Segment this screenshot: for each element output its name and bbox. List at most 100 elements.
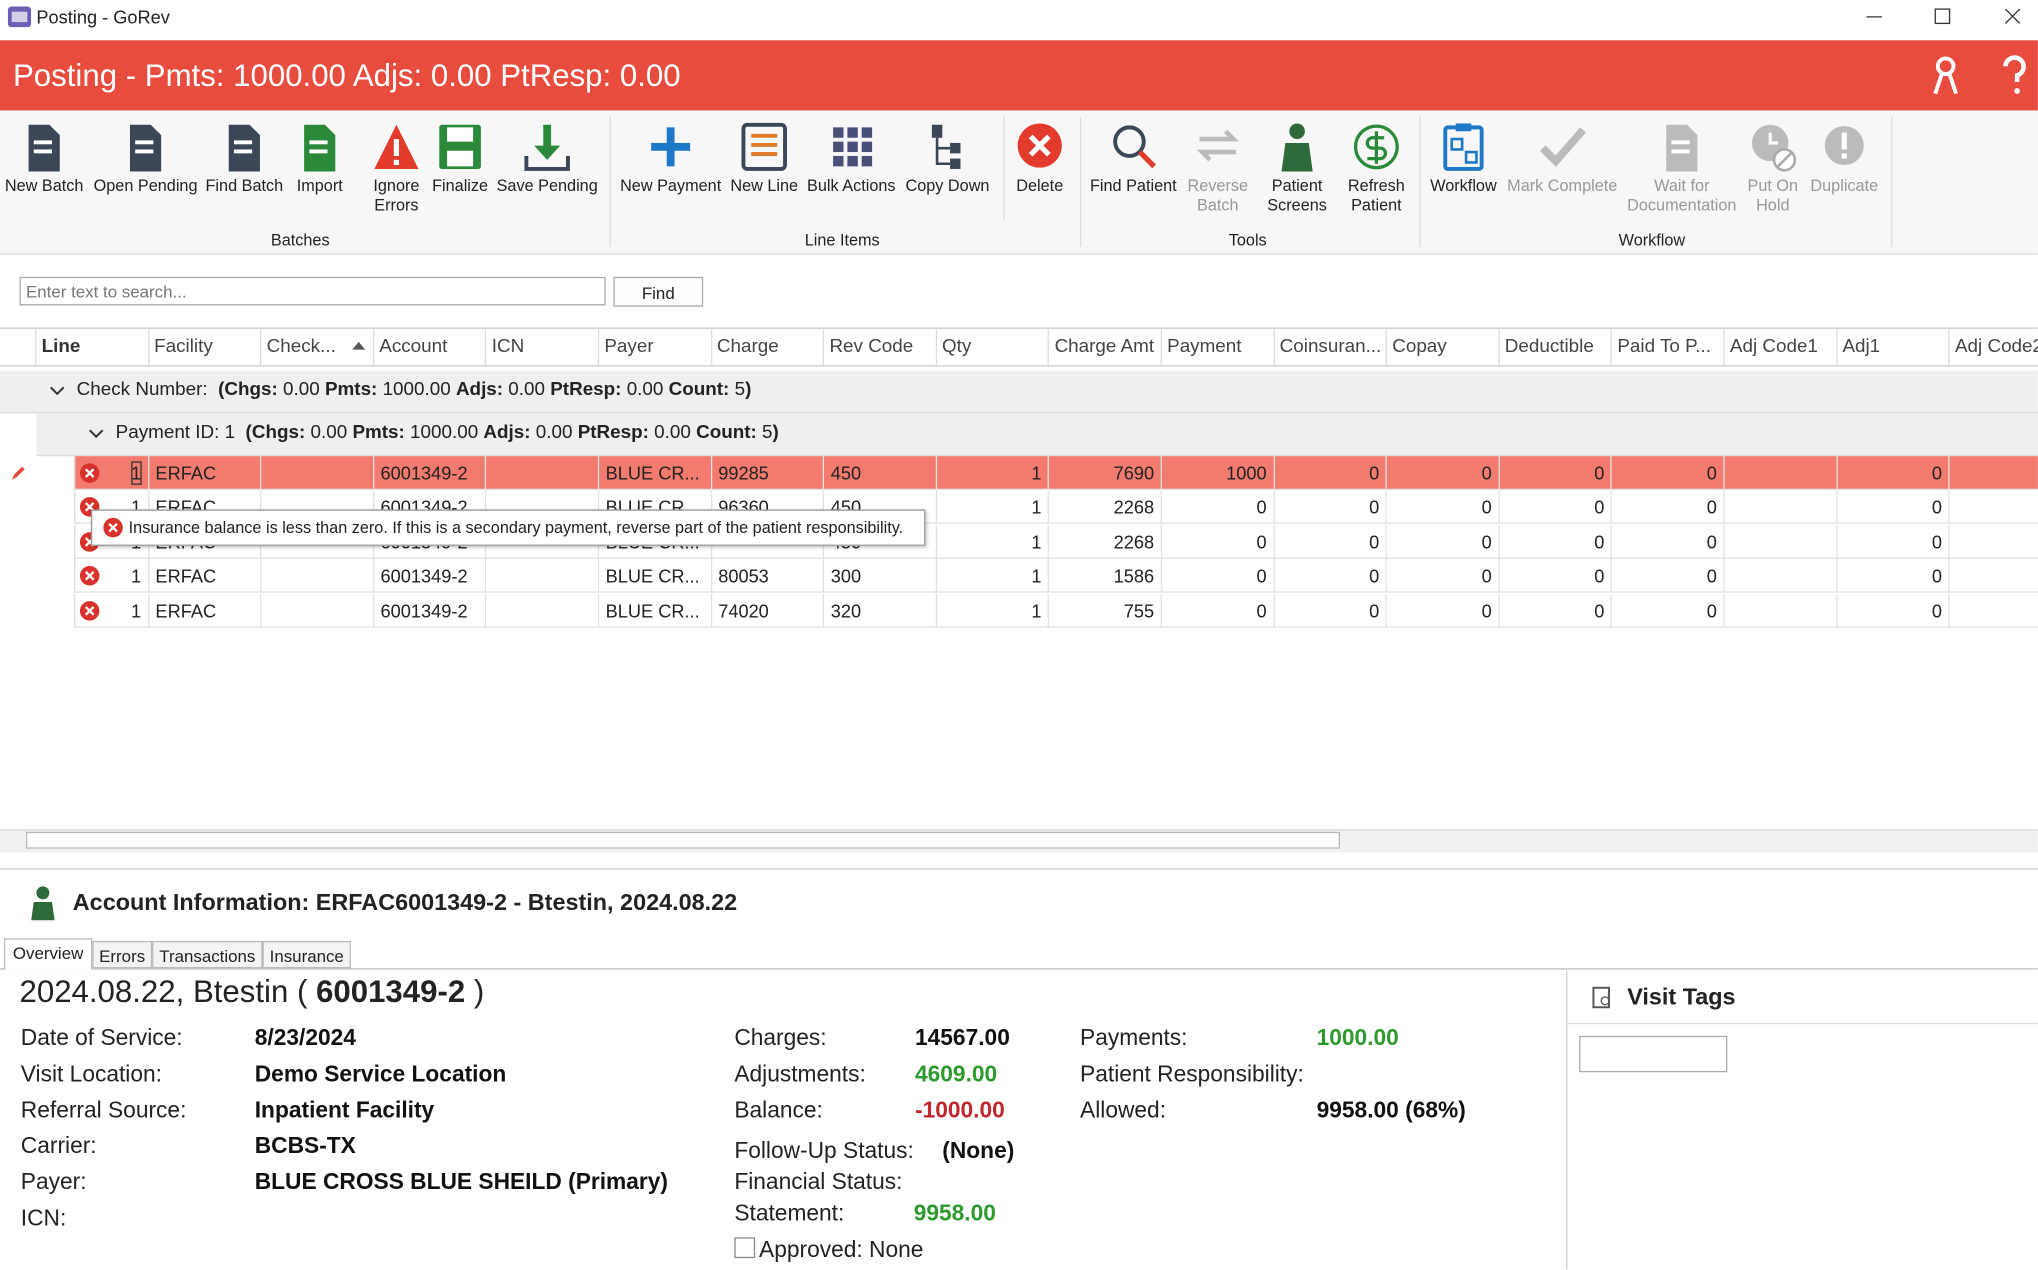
column-header[interactable]: ICN xyxy=(486,327,600,367)
grid-cell[interactable] xyxy=(261,559,375,593)
ribbon-button[interactable]: Duplicate xyxy=(1807,114,1882,231)
grid-cell[interactable]: 0 xyxy=(1161,490,1275,525)
grid-cell[interactable]: 1 xyxy=(74,559,149,593)
grid-cell[interactable]: 0 xyxy=(1499,559,1613,593)
column-header[interactable]: Adj1 xyxy=(1837,327,1950,367)
grid-cell[interactable]: 1 xyxy=(74,456,149,490)
ribbon-button[interactable]: Wait for Documentation xyxy=(1623,114,1740,231)
grid-cell[interactable]: 6001349-2 xyxy=(374,456,487,490)
ribbon-button[interactable]: Bulk Actions xyxy=(805,114,899,231)
expand-chevron[interactable] xyxy=(49,386,65,396)
column-header[interactable]: Qty xyxy=(936,327,1050,367)
visit-tags-input[interactable] xyxy=(1579,1035,1728,1073)
ribbon-button[interactable]: Find Batch xyxy=(203,114,286,231)
row-error-icon[interactable] xyxy=(79,566,100,587)
grid-cell[interactable]: 0 xyxy=(1499,593,1613,628)
column-header[interactable]: Coinsuran... xyxy=(1274,327,1388,367)
row-error-icon[interactable] xyxy=(79,600,100,621)
approved-checkbox[interactable] xyxy=(734,1237,756,1259)
grid-cell[interactable]: 0 xyxy=(1612,456,1725,490)
grid-cell[interactable]: 0 xyxy=(1387,456,1500,490)
ribbon-button[interactable]: Ignore Errors xyxy=(364,114,429,231)
tab[interactable]: Insurance xyxy=(262,940,351,969)
grid-cell[interactable]: 1586 xyxy=(1049,559,1162,593)
grid-cell[interactable]: 74020 xyxy=(711,593,825,628)
grid-cell[interactable] xyxy=(1724,593,1838,628)
grid-cell[interactable] xyxy=(1949,593,2038,628)
grid-cell[interactable]: ERFAC xyxy=(148,559,262,593)
grid-cell[interactable]: 450 xyxy=(824,456,937,490)
grid-cell[interactable]: 0 xyxy=(1387,593,1500,628)
header-icons[interactable] xyxy=(1926,52,2030,99)
ribbon-button[interactable]: Finalize xyxy=(429,114,491,231)
column-header[interactable]: Adj Code2 xyxy=(1949,328,2038,367)
grid-cell[interactable]: 0 xyxy=(1387,559,1500,593)
column-header[interactable]: Paid To P... xyxy=(1612,327,1725,367)
grid-cell[interactable]: 0 xyxy=(1499,490,1613,525)
grid-cell[interactable]: 1000 xyxy=(1161,456,1275,490)
ribbon-button[interactable]: Open Pending xyxy=(94,114,198,231)
grid-cell[interactable]: 0 xyxy=(1274,524,1388,559)
grid-cell[interactable]: 1 xyxy=(936,593,1050,628)
ribbon-button[interactable]: Patient Screens xyxy=(1257,114,1338,231)
grid-cell[interactable] xyxy=(1949,490,2038,525)
column-header[interactable]: Line xyxy=(36,327,149,367)
column-header[interactable]: Check... xyxy=(261,327,375,367)
grid-cell[interactable]: 0 xyxy=(1387,524,1500,559)
column-header[interactable]: Account xyxy=(374,327,487,367)
grid-cell[interactable] xyxy=(1949,456,2038,490)
row-error-icon[interactable] xyxy=(79,463,100,484)
tab[interactable]: Transactions xyxy=(152,940,263,969)
grid-cell[interactable]: 0 xyxy=(1837,490,1950,525)
grid-cell[interactable]: 0 xyxy=(1274,593,1388,628)
grid-cell[interactable]: 1 xyxy=(74,593,149,628)
ribbon-button[interactable]: New Payment xyxy=(619,114,723,231)
grid-cell[interactable]: 0 xyxy=(1612,490,1725,525)
grid-cell[interactable]: 0 xyxy=(1612,559,1725,593)
grid-cell[interactable]: 755 xyxy=(1049,593,1162,628)
grid-cell[interactable]: BLUE CR... xyxy=(599,593,712,628)
grid-cell[interactable]: 80053 xyxy=(711,559,825,593)
grid-cell[interactable]: 1 xyxy=(936,490,1050,525)
grid-cell[interactable]: 2268 xyxy=(1049,524,1162,559)
tab[interactable]: Errors xyxy=(92,940,153,969)
ribbon-button[interactable]: Copy Down xyxy=(902,114,993,231)
ribbon-button[interactable]: Find Patient xyxy=(1088,114,1179,231)
ribbon-button[interactable]: Import xyxy=(291,114,348,231)
find-button[interactable]: Find xyxy=(613,276,704,307)
grid-cell[interactable]: ERFAC xyxy=(148,593,262,628)
ribbon-button[interactable]: Save Pending xyxy=(495,114,599,231)
scroll-thumb[interactable] xyxy=(25,831,1340,849)
grid-cell[interactable]: 0 xyxy=(1274,559,1388,593)
grid-cell[interactable] xyxy=(1724,524,1838,559)
column-header[interactable]: Facility xyxy=(148,327,262,367)
grid-cell[interactable]: 0 xyxy=(1387,490,1500,525)
grid-cell[interactable]: 99285 xyxy=(711,456,825,490)
grid-cell[interactable]: 1 xyxy=(936,559,1050,593)
grid-cell[interactable]: BLUE CR... xyxy=(599,456,712,490)
grid-cell[interactable]: 7690 xyxy=(1049,456,1162,490)
grid-cell[interactable]: 0 xyxy=(1274,456,1388,490)
ribbon-button[interactable]: Reverse Batch xyxy=(1182,114,1253,231)
grid-cell[interactable]: ERFAC xyxy=(148,456,262,490)
grid-cell[interactable] xyxy=(1724,490,1838,525)
ribbon-button[interactable]: New Batch xyxy=(0,114,90,231)
window-controls[interactable] xyxy=(1846,0,2038,36)
grid-cell[interactable] xyxy=(261,593,375,628)
grid-cell[interactable]: 6001349-2 xyxy=(374,559,487,593)
column-header[interactable]: Charge Amt xyxy=(1049,327,1162,367)
grid-cell[interactable]: 0 xyxy=(1499,456,1613,490)
grid-cell[interactable]: 1 xyxy=(936,524,1050,559)
ribbon-button[interactable]: New Line xyxy=(728,114,801,231)
grid-cell[interactable] xyxy=(486,456,600,490)
grid-cell[interactable]: 0 xyxy=(1612,524,1725,559)
ribbon-button[interactable]: Delete xyxy=(1007,114,1072,231)
grid-cell[interactable] xyxy=(1949,559,2038,593)
grid-cell[interactable]: 0 xyxy=(1161,593,1275,628)
grid-cell[interactable]: 0 xyxy=(1612,593,1725,628)
search-input[interactable]: Enter text to search... xyxy=(19,276,606,306)
grid-cell[interactable]: 0 xyxy=(1274,490,1388,525)
grid-cell[interactable] xyxy=(486,593,600,628)
column-header[interactable]: Payment xyxy=(1161,327,1275,367)
grid-cell[interactable]: 1 xyxy=(936,456,1050,490)
